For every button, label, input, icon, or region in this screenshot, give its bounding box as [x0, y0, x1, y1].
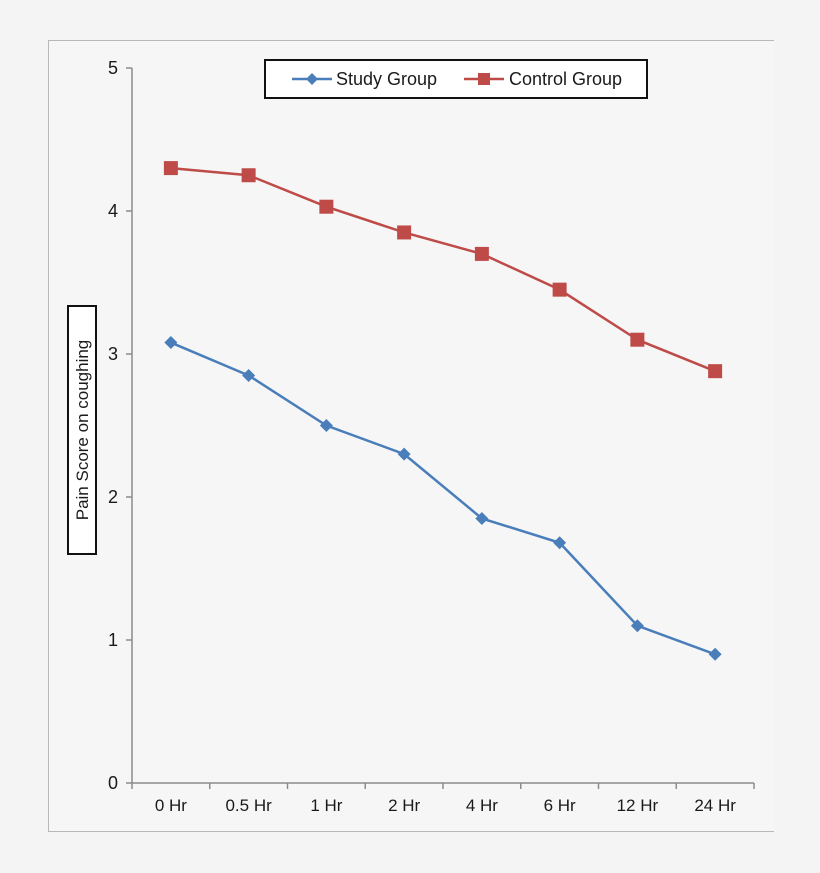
x-tick-label: 0.5 Hr	[225, 796, 272, 815]
y-tick-label: 2	[108, 487, 118, 507]
data-point-diamond	[630, 619, 644, 633]
x-tick-label: 0 Hr	[155, 796, 187, 815]
data-point-square	[630, 332, 645, 347]
data-point-diamond	[319, 419, 333, 432]
data-point-square	[241, 168, 256, 183]
x-tick-label: 24 Hr	[694, 796, 736, 815]
series-study-group	[164, 336, 722, 661]
x-tick-label: 6 Hr	[544, 796, 576, 815]
x-tick-label: 1 Hr	[310, 796, 342, 815]
y-tick-label: 5	[108, 58, 118, 78]
y-axis-title: Pain Score on coughing	[67, 305, 97, 555]
legend-label-control: Control Group	[509, 69, 622, 89]
data-point-diamond	[475, 511, 489, 525]
x-tick-label: 2 Hr	[388, 796, 420, 815]
series-control-group	[163, 161, 723, 379]
y-tick-label: 3	[108, 344, 118, 364]
data-point-diamond	[708, 647, 722, 661]
y-axis: 0 1 2 3 4 5	[108, 58, 133, 793]
y-tick-label: 1	[108, 630, 118, 650]
series-line	[170, 166, 716, 373]
y-axis-title-text: Pain Score on coughing	[73, 340, 92, 521]
legend-marker-study	[306, 73, 318, 85]
legend-label-study: Study Group	[336, 69, 437, 89]
y-tick-label: 4	[108, 201, 118, 221]
series-line	[170, 341, 716, 656]
y-tick-label: 0	[108, 773, 118, 793]
data-point-diamond	[397, 447, 411, 461]
data-point-diamond	[553, 536, 567, 550]
data-point-square	[163, 161, 178, 176]
data-point-square	[474, 246, 489, 261]
data-point-square	[708, 364, 723, 379]
data-point-square	[397, 225, 412, 240]
x-tick-label: 12 Hr	[617, 796, 659, 815]
legend-marker-control	[478, 73, 490, 85]
data-point-square	[319, 199, 334, 214]
data-point-square	[552, 282, 567, 297]
data-point-diamond	[242, 368, 256, 382]
x-tick-label: 4 Hr	[466, 796, 498, 815]
data-point-diamond	[164, 336, 178, 350]
x-axis: 0 Hr 0.5 Hr 1 Hr 2 Hr 4 Hr 6 Hr 12 Hr 24 Hr	[131, 782, 755, 815]
legend: Study Group Control Group	[264, 59, 648, 99]
series-layer	[163, 161, 723, 661]
y-axis-title-box	[67, 305, 97, 555]
